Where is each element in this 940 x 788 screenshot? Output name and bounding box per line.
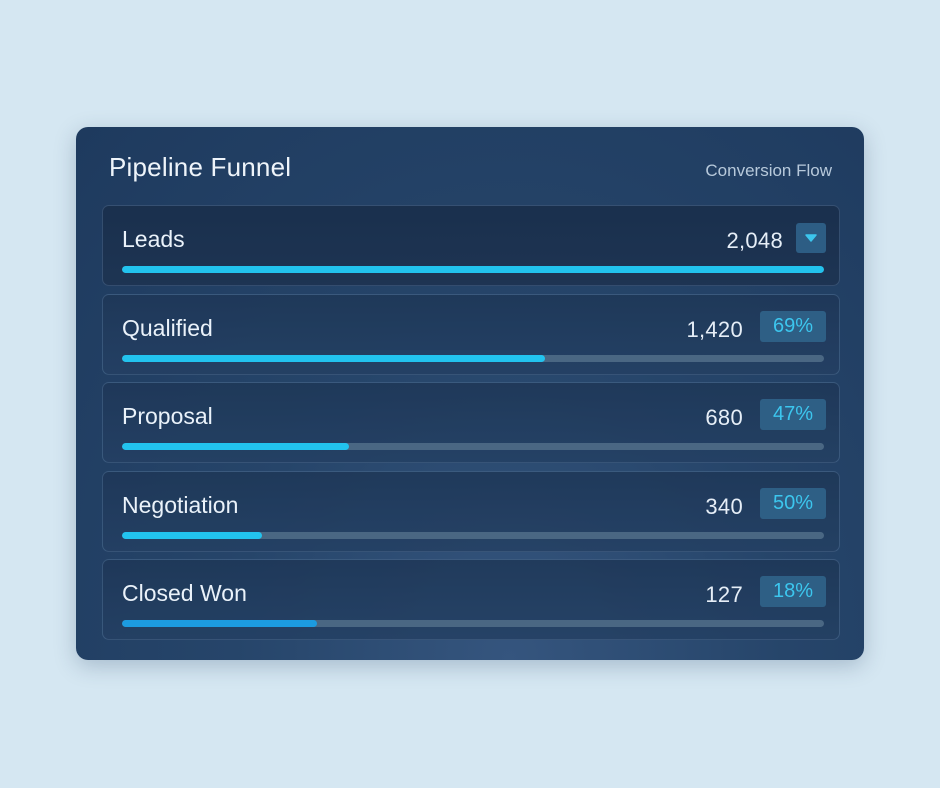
stage-count: 1,420 <box>686 316 743 342</box>
stage-row-qualified[interactable]: Qualified 1,420 69% <box>102 293 840 375</box>
stage-progress-fill <box>122 620 318 627</box>
stage-progress-fill <box>122 266 824 273</box>
stage-progress-track <box>122 354 824 362</box>
card-title: Pipeline Funnel <box>109 152 292 182</box>
conversion-rate-badge: 18% <box>760 576 826 607</box>
pipeline-funnel-card: Pipeline Funnel Conversion Flow Leads 2,… <box>76 127 864 660</box>
stage-label: Qualified <box>122 314 213 341</box>
stage-count: 340 <box>705 493 743 519</box>
stage-progress-fill <box>122 531 263 539</box>
card-subtitle: Conversion Flow <box>705 161 832 180</box>
expand-toggle-button[interactable] <box>796 223 826 253</box>
stage-progress-track <box>122 443 824 450</box>
stage-count: 680 <box>705 405 743 430</box>
conversion-rate-badge: 47% <box>760 399 826 430</box>
stage-row-proposal[interactable]: Proposal 680 47% <box>102 382 840 463</box>
conversion-rate-badge: 50% <box>760 487 826 519</box>
stage-row-closed-won[interactable]: Closed Won 127 18% <box>102 559 840 640</box>
stage-row-negotiation[interactable]: Negotiation 340 50% <box>102 470 840 552</box>
stage-label: Leads <box>122 226 185 252</box>
stage-label: Proposal <box>122 403 213 429</box>
conversion-rate-badge: 69% <box>760 310 826 342</box>
stage-progress-track <box>122 620 824 627</box>
chevron-down-icon <box>805 234 817 242</box>
stage-progress-fill <box>122 443 349 450</box>
stage-progress-track <box>122 531 824 539</box>
stage-row-leads[interactable]: Leads 2,048 <box>102 205 840 286</box>
stage-label: Closed Won <box>122 580 247 606</box>
stage-label: Negotiation <box>122 491 239 518</box>
funnel-stages: Leads 2,048 Qualified 1,420 69% Proposal… <box>102 205 840 640</box>
stage-progress-fill <box>122 354 546 362</box>
stage-count: 2,048 <box>726 228 783 253</box>
stage-count: 127 <box>705 582 743 607</box>
stage-progress-track <box>122 266 824 273</box>
